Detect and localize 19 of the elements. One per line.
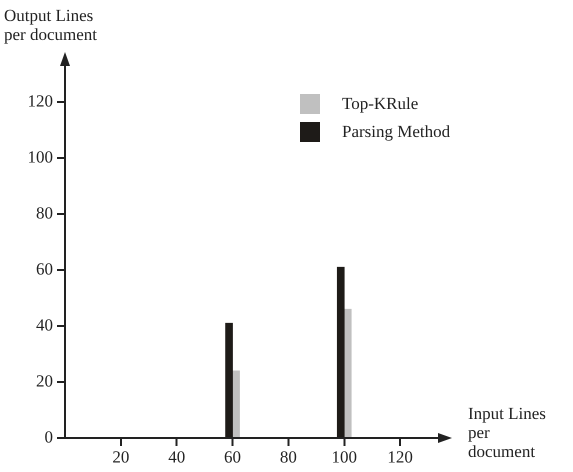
y-tick-label: 100 xyxy=(28,147,53,166)
x-tick-label: 120 xyxy=(387,448,413,467)
x-tick-label: 20 xyxy=(112,448,130,467)
bar xyxy=(344,308,352,438)
x-tick-label: 40 xyxy=(168,448,186,467)
x-tick-label: 80 xyxy=(280,448,297,467)
y-axis-title: Output Lines per document xyxy=(4,6,98,44)
y-tick-label: 120 xyxy=(28,91,53,110)
x-tick-label: 60 xyxy=(224,448,242,467)
y-tick-label: 20 xyxy=(36,371,53,390)
x-tick-label: 100 xyxy=(332,448,358,467)
legend-label: Top-KRule xyxy=(342,94,418,114)
bar xyxy=(232,370,240,438)
y-tick-label: 60 xyxy=(36,259,53,278)
y-tick-label: 40 xyxy=(36,315,53,334)
y-tick-label: 0 xyxy=(44,427,53,446)
legend-label: Parsing Method xyxy=(342,122,450,142)
y-tick-label: 80 xyxy=(36,203,53,222)
x-axis-title: Input Lines per document xyxy=(468,404,547,461)
